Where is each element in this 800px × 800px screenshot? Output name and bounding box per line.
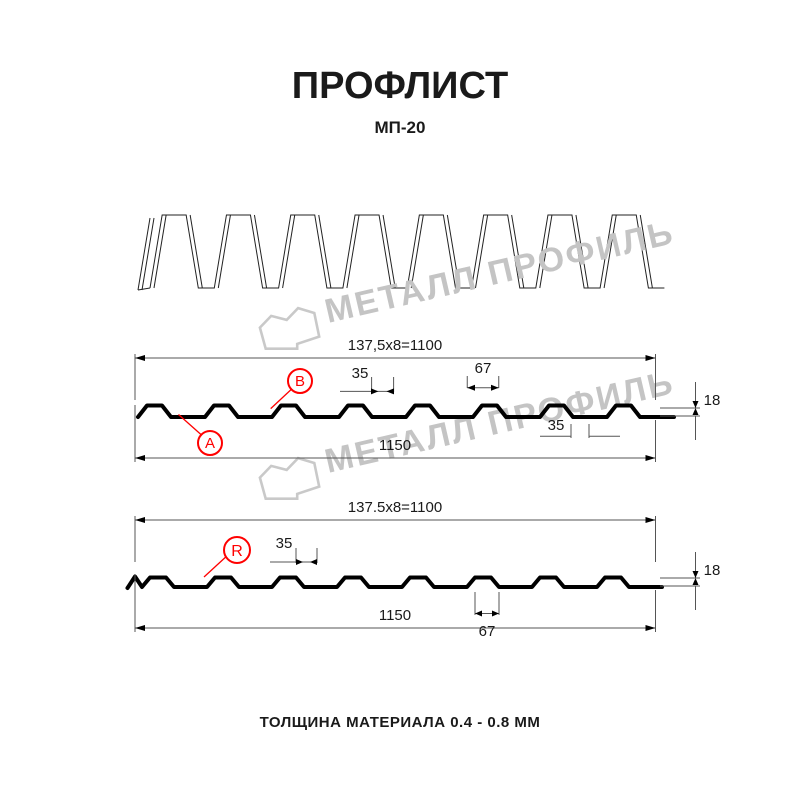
svg-text:137,5x8=1100: 137,5x8=1100	[348, 337, 442, 354]
svg-text:A: A	[205, 435, 215, 452]
svg-text:МЕТАЛЛ ПРОФИЛЬ: МЕТАЛЛ ПРОФИЛЬ	[321, 213, 678, 330]
svg-text:18: 18	[704, 562, 721, 579]
svg-text:1150: 1150	[379, 437, 411, 454]
svg-text:1150: 1150	[379, 607, 411, 624]
svg-text:35: 35	[548, 417, 565, 434]
svg-text:67: 67	[475, 360, 492, 377]
svg-text:35: 35	[352, 365, 369, 382]
svg-text:МЕТАЛЛ ПРОФИЛЬ: МЕТАЛЛ ПРОФИЛЬ	[321, 363, 678, 480]
svg-text:67: 67	[479, 623, 496, 640]
svg-text:35: 35	[276, 535, 293, 552]
svg-text:18: 18	[704, 392, 721, 409]
svg-text:B: B	[295, 373, 305, 390]
svg-text:R: R	[231, 543, 243, 560]
svg-text:137.5x8=1100: 137.5x8=1100	[348, 499, 442, 516]
